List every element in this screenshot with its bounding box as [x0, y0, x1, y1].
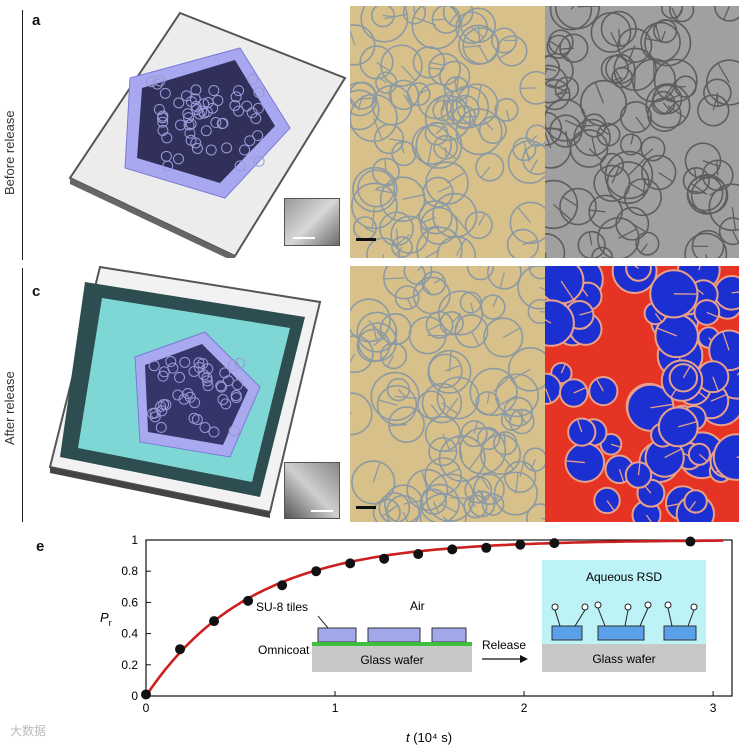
data-point — [243, 595, 254, 606]
y-tick-label: 0.6 — [121, 595, 138, 609]
glass-wafer-left — [312, 646, 472, 672]
su8-tile — [431, 627, 467, 643]
micrograph-b-brightfield — [350, 6, 545, 258]
data-point — [141, 689, 151, 700]
glass-wafer-right — [542, 644, 706, 672]
sem-inset-a — [284, 198, 340, 246]
y-tick-label: 0.8 — [121, 564, 138, 578]
panel-label-c: c — [32, 283, 41, 300]
panel-label-a: a — [32, 12, 41, 29]
watermark: 大数据 — [10, 724, 47, 738]
data-point — [379, 553, 390, 564]
label-aqueous-rsd: Aqueous RSD — [586, 570, 662, 584]
y-tick-label: 0.4 — [121, 627, 138, 641]
label-glass-wafer-right: Glass wafer — [592, 652, 655, 666]
panel-a-illustration — [68, 11, 347, 258]
released-tile — [597, 625, 645, 641]
data-point — [277, 580, 288, 591]
scale-bar-b — [356, 238, 376, 241]
micrograph-d-colored — [545, 266, 739, 522]
label-su8-tiles: SU-8 tiles — [256, 600, 308, 614]
separator-top — [22, 10, 23, 260]
x-tick-label: 2 — [521, 701, 528, 715]
label-glass-wafer-left: Glass wafer — [360, 653, 423, 667]
row-label-after-release: After release — [2, 371, 17, 445]
chart-e: 0 1 2 3 0 0.2 0.4 0.6 0.8 1 SU-8 tiles Air Omnico… — [100, 533, 733, 745]
separator-bottom — [22, 268, 23, 522]
sem-inset-c — [284, 462, 340, 519]
data-point — [481, 542, 492, 553]
y-axis-label: Pr — [100, 610, 112, 628]
fit-curve — [144, 539, 724, 697]
data-point — [345, 558, 356, 569]
micrograph-d-brightfield — [350, 266, 545, 522]
released-tile — [663, 625, 697, 641]
label-omnicoat: Omnicoat — [258, 643, 310, 657]
data-point — [175, 644, 186, 655]
data-point — [311, 566, 322, 577]
data-point — [413, 549, 424, 560]
data-point — [685, 536, 696, 547]
omnicoat-layer — [312, 642, 472, 646]
data-point — [549, 538, 560, 549]
label-release: Release — [482, 638, 526, 652]
y-tick-label: 0.2 — [121, 658, 138, 672]
label-air: Air — [410, 599, 425, 613]
y-tick-label: 0 — [131, 689, 138, 703]
panel-label-e: e — [36, 538, 45, 555]
data-point — [209, 616, 220, 627]
x-tick-label: 1 — [332, 701, 339, 715]
micrograph-b-gray — [545, 6, 739, 258]
data-point — [515, 539, 526, 550]
row-label-before-release: Before release — [2, 110, 17, 195]
tile-pattern-a — [146, 73, 265, 172]
inset-schematic: SU-8 tiles Air Omnicoat Glass wafer Rele… — [256, 560, 706, 672]
x-axis-label: t (10⁴ s) — [406, 730, 452, 745]
su8-tile — [317, 627, 357, 643]
tile-pattern-c — [147, 356, 245, 438]
released-tile — [551, 625, 583, 641]
data-point — [447, 544, 458, 555]
x-tick-label: 0 — [143, 701, 150, 715]
y-tick-label: 1 — [131, 533, 138, 547]
su8-tile — [367, 627, 421, 643]
x-tick-label: 3 — [710, 701, 717, 715]
scale-bar-d — [356, 506, 376, 509]
panel-c-illustration — [48, 265, 322, 518]
